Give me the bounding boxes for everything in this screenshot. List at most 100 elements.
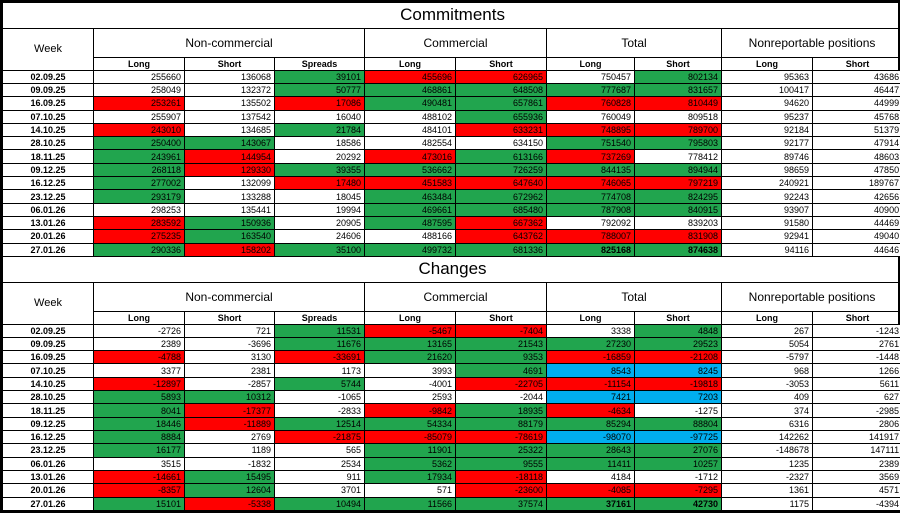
- group-header-total: Total: [546, 281, 722, 313]
- value-cell: 787908: [546, 202, 635, 218]
- value-cell: 20905: [274, 215, 365, 231]
- value-cell: 100417: [721, 82, 813, 98]
- value-cell: 1173: [274, 363, 365, 378]
- value-cell: -148678: [721, 443, 813, 458]
- value-cell: 11566: [364, 496, 456, 512]
- value-cell: 451583: [364, 176, 456, 191]
- value-cell: 8884: [93, 429, 185, 445]
- value-cell: -11889: [184, 416, 275, 432]
- value-cell: 8543: [546, 363, 635, 378]
- value-cell: 1266: [811, 363, 900, 378]
- value-cell: 802134: [634, 69, 722, 84]
- value-cell: 797219: [634, 176, 722, 191]
- value-cell: 268118: [93, 162, 185, 178]
- week-cell: 27.01.26: [2, 496, 94, 512]
- value-cell: 1361: [721, 483, 813, 498]
- group-header-nonreportable-positions: Nonreportable positions: [720, 27, 900, 59]
- value-cell: 571: [364, 483, 456, 498]
- value-cell: 487595: [364, 215, 456, 231]
- col-header-non-commercial-long: Long: [93, 57, 185, 71]
- value-cell: 3377: [93, 363, 185, 378]
- value-cell: 189767: [811, 176, 900, 191]
- value-cell: 150936: [184, 215, 275, 231]
- col-header-total-long: Long: [546, 57, 635, 71]
- value-cell: 243010: [93, 122, 185, 138]
- col-header-total-short: Short: [634, 57, 722, 71]
- table-row: 18.11.25 243961 144954 20292 473016 613166 737…: [2, 149, 900, 164]
- week-column-header-changes: Week: [2, 281, 94, 325]
- value-cell: 844135: [546, 162, 635, 178]
- value-cell: 24606: [274, 229, 365, 244]
- value-cell: 132372: [184, 82, 275, 98]
- value-cell: 9353: [455, 350, 547, 365]
- group-header-non-commercial: Non-commercial: [93, 281, 365, 313]
- col-header-total-short: Short: [634, 311, 722, 325]
- value-cell: -85079: [364, 429, 456, 445]
- col-header-non-commercial-short: Short: [184, 311, 275, 325]
- value-cell: 488166: [364, 229, 456, 244]
- week-cell: 23.12.25: [2, 443, 94, 458]
- table-row: 16.12.25 277002 132099 17480 451583 647640 746…: [2, 176, 900, 191]
- value-cell: 143067: [184, 136, 275, 151]
- value-cell: 7203: [634, 390, 722, 405]
- value-cell: 468861: [364, 82, 456, 98]
- week-cell: 09.09.25: [2, 336, 94, 352]
- value-cell: 147111: [811, 443, 900, 458]
- value-cell: 51379: [811, 122, 900, 138]
- value-cell: 627: [811, 390, 900, 405]
- value-cell: 7421: [546, 390, 635, 405]
- value-cell: 47850: [811, 162, 900, 178]
- week-cell: 18.11.25: [2, 149, 94, 164]
- week-cell: 28.10.25: [2, 136, 94, 151]
- value-cell: 2769: [184, 429, 275, 445]
- week-cell: 09.12.25: [2, 162, 94, 178]
- value-cell: 809518: [634, 109, 722, 124]
- value-cell: 613166: [455, 149, 547, 164]
- value-cell: -19818: [634, 376, 722, 392]
- value-cell: -17377: [184, 403, 275, 418]
- col-header-total-long: Long: [546, 311, 635, 325]
- group-header-commercial: Commercial: [364, 281, 547, 313]
- value-cell: 488102: [364, 109, 456, 124]
- value-cell: 681336: [455, 242, 547, 257]
- value-cell: 2593: [364, 390, 456, 405]
- value-cell: 47914: [811, 136, 900, 151]
- value-cell: -21875: [274, 429, 365, 445]
- value-cell: 258049: [93, 82, 185, 98]
- value-cell: 25322: [455, 443, 547, 458]
- value-cell: 37574: [455, 496, 547, 512]
- value-cell: 17934: [364, 469, 456, 485]
- value-cell: -1712: [634, 469, 722, 485]
- section-title-changes: Changes: [1, 255, 900, 283]
- value-cell: 253261: [93, 96, 185, 111]
- value-cell: 6316: [721, 416, 813, 432]
- value-cell: 92184: [721, 122, 813, 138]
- value-cell: 789700: [634, 122, 722, 138]
- week-column-header-commitments: Week: [2, 27, 94, 71]
- value-cell: 634150: [455, 136, 547, 151]
- value-cell: 3515: [93, 456, 185, 471]
- value-cell: -2985: [811, 403, 900, 418]
- value-cell: 15495: [184, 469, 275, 485]
- table-row: 09.09.25 2389 -3696 11676 13165 21543 27230 295…: [2, 336, 900, 352]
- value-cell: 4184: [546, 469, 635, 485]
- col-header-non-commercial-spreads: Spreads: [274, 311, 365, 325]
- value-cell: 18045: [274, 189, 365, 204]
- week-cell: 07.10.25: [2, 363, 94, 378]
- table-row: 16.09.25 -4788 3130 -33691 21620 9353 -16859 -2…: [2, 350, 900, 365]
- value-cell: -4085: [546, 483, 635, 498]
- value-cell: 18446: [93, 416, 185, 432]
- value-cell: 788007: [546, 229, 635, 244]
- value-cell: 737269: [546, 149, 635, 164]
- value-cell: 92941: [721, 229, 813, 244]
- value-cell: -78619: [455, 429, 547, 445]
- value-cell: -21208: [634, 350, 722, 365]
- value-cell: 16177: [93, 443, 185, 458]
- value-cell: 777687: [546, 82, 635, 98]
- value-cell: 144954: [184, 149, 275, 164]
- value-cell: 39355: [274, 162, 365, 178]
- value-cell: -1448: [811, 350, 900, 365]
- value-cell: 831657: [634, 82, 722, 98]
